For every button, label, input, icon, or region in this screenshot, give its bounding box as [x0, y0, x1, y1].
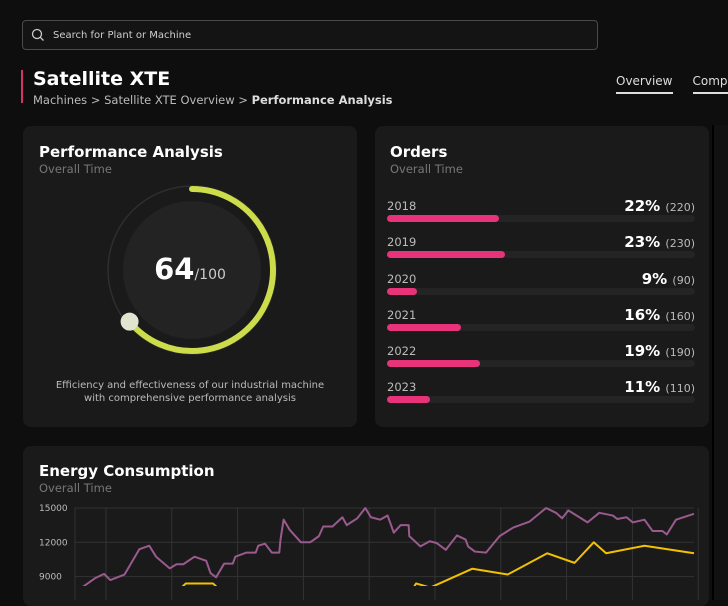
order-percent: 9% (90): [641, 269, 695, 288]
breadcrumb-machines[interactable]: Machines: [33, 93, 88, 107]
order-percent: 16% (160): [624, 305, 695, 324]
order-year: 2023: [387, 380, 417, 395]
score-max: /100: [194, 267, 226, 283]
order-percent: 23% (230): [624, 233, 695, 252]
page-header: Satellite XTE Machines > Satellite XTE O…: [21, 68, 393, 107]
order-bar-fill: [387, 396, 430, 404]
performance-gauge: [107, 185, 277, 355]
breadcrumb-separator: >: [238, 93, 248, 107]
gauge-inner-circle: [123, 201, 261, 339]
order-count: (110): [665, 382, 695, 396]
breadcrumb-separator: >: [90, 93, 101, 107]
gauge-score: 64/100: [23, 252, 357, 286]
energy-subtitle: Overall Time: [39, 481, 112, 495]
score-value: 64: [154, 252, 195, 286]
order-year: 2018: [387, 199, 417, 213]
order-bar-track: [387, 323, 695, 331]
order-bar-track: [387, 396, 695, 404]
tab-bar: Overview Comp: [616, 74, 728, 94]
breadcrumb-overview[interactable]: Satellite XTE Overview: [104, 93, 235, 107]
order-row-2018: 2018 22% (220): [387, 197, 695, 235]
orders-card: Orders Overall Time 2018 22% (220) 2019 …: [375, 126, 709, 427]
order-bar-fill: [387, 323, 462, 331]
tab-overview[interactable]: Overview: [616, 74, 673, 94]
order-row-2021: 2021 16% (160): [387, 305, 695, 344]
order-count: (90): [672, 273, 695, 287]
gauge-knob-handle: [120, 312, 139, 331]
order-row-2020: 2020 9% (90): [387, 269, 695, 308]
order-year: 2022: [387, 344, 417, 359]
search-bar[interactable]: [22, 20, 598, 50]
page-title: Satellite XTE: [33, 68, 171, 90]
order-count: (230): [665, 237, 695, 251]
order-count: (190): [665, 346, 695, 360]
order-percent: 19% (190): [624, 342, 695, 361]
breadcrumb: Machines > Satellite XTE Overview > Perf…: [33, 93, 393, 107]
order-year: 2021: [387, 307, 417, 322]
tab-comp[interactable]: Comp: [692, 74, 728, 94]
performance-subtitle: Overall Time: [39, 162, 112, 176]
search-input[interactable]: [53, 29, 553, 41]
performance-card: Performance Analysis Overall Time 64/100…: [23, 126, 357, 427]
order-bar-track: [387, 215, 695, 222]
energy-card: Energy Consumption Overall Time: [23, 446, 709, 606]
gauge-arc: [126, 186, 276, 354]
order-bar-track: [387, 287, 695, 295]
order-year: 2019: [387, 235, 417, 250]
order-bar-track: [387, 360, 695, 368]
order-row-2019: 2019 23% (230): [387, 233, 695, 271]
energy-title: Energy Consumption: [39, 462, 215, 480]
breadcrumb-current: Performance Analysis: [251, 93, 393, 107]
order-row-2022: 2022 19% (190): [387, 342, 695, 380]
orders-subtitle: Overall Time: [390, 162, 463, 176]
orders-title: Orders: [390, 143, 448, 161]
order-count: (160): [665, 309, 695, 323]
performance-title: Performance Analysis: [39, 143, 223, 161]
order-year: 2020: [387, 271, 417, 286]
order-percent: 22% (220): [624, 197, 695, 215]
order-row-2023: 2023 11% (110): [387, 378, 695, 416]
search-icon: [31, 28, 44, 41]
order-bar-fill: [387, 287, 417, 295]
performance-description: Efficiency and effectiveness of our indu…: [55, 380, 325, 404]
orders-list: 2018 22% (220) 2019 23% (230) 2020 9% (9…: [387, 197, 695, 417]
order-bar-track: [387, 251, 695, 259]
side-panel-edge: [712, 125, 728, 600]
order-count: (220): [665, 201, 695, 214]
order-bar-fill: [387, 215, 499, 222]
order-bar-fill: [387, 360, 481, 368]
order-percent: 11% (110): [624, 378, 695, 397]
order-bar-fill: [387, 251, 506, 259]
